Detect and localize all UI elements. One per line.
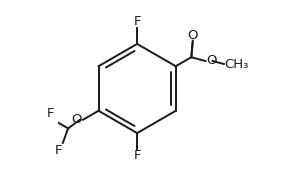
- Text: O: O: [72, 113, 82, 126]
- Text: F: F: [133, 149, 141, 162]
- Text: F: F: [133, 15, 141, 28]
- Text: F: F: [54, 144, 62, 156]
- Text: O: O: [206, 55, 217, 67]
- Text: O: O: [187, 29, 198, 42]
- Text: CH₃: CH₃: [224, 58, 249, 70]
- Text: F: F: [46, 107, 54, 120]
